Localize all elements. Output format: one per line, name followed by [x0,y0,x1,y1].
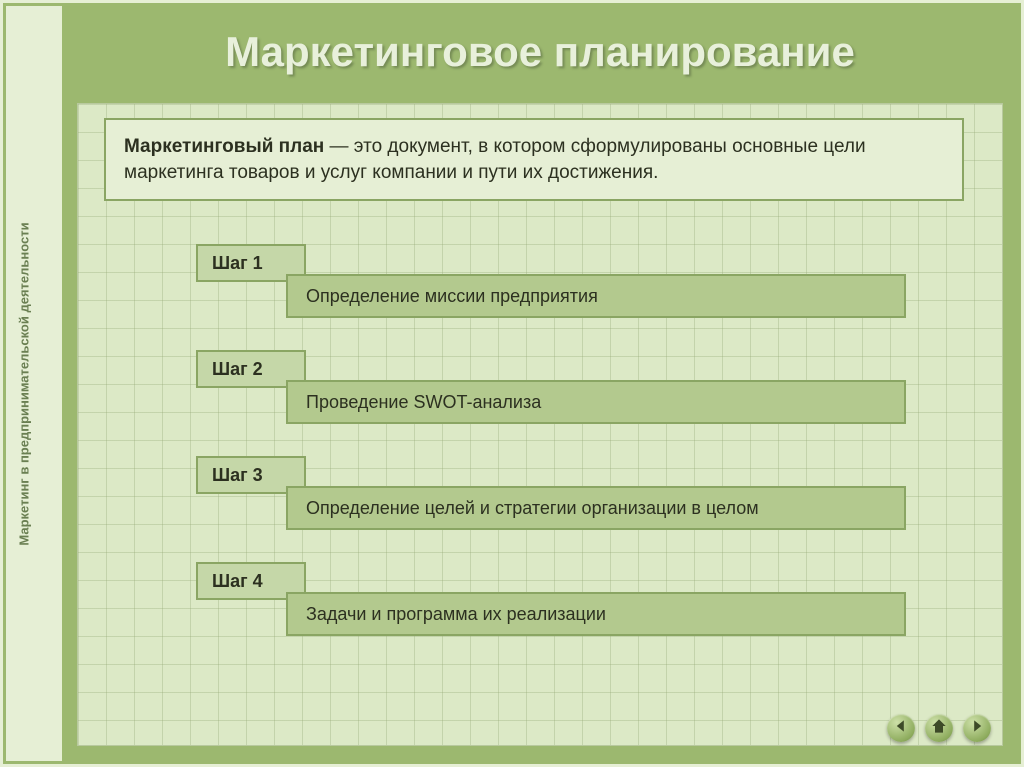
step-3-desc: Определение целей и стратегии организаци… [286,486,906,530]
arrow-right-icon [970,719,984,738]
step-1-desc: Определение миссии предприятия [286,274,906,318]
sidebar: Маркетинг в предпринимательской деятельн… [6,6,62,761]
home-button[interactable] [925,714,953,742]
intro-term: Маркетинговый план [124,136,324,157]
nav-buttons [887,714,991,742]
step-2-desc: Проведение SWOT-анализа [286,380,906,424]
slide-frame: Маркетинг в предпринимательской деятельн… [0,0,1024,767]
page-title: Маркетинговое планирование [225,28,855,76]
home-icon [931,718,947,739]
content-area: Маркетинговый план — это документ, в кот… [77,103,1003,746]
arrow-left-icon [894,719,908,738]
intro-box: Маркетинговый план — это документ, в кот… [104,118,964,201]
step-4-desc: Задачи и программа их реализации [286,592,906,636]
title-area: Маркетинговое планирование [62,6,1018,98]
next-button[interactable] [963,714,991,742]
sidebar-label: Маркетинг в предпринимательской деятельн… [17,184,32,584]
prev-button[interactable] [887,714,915,742]
